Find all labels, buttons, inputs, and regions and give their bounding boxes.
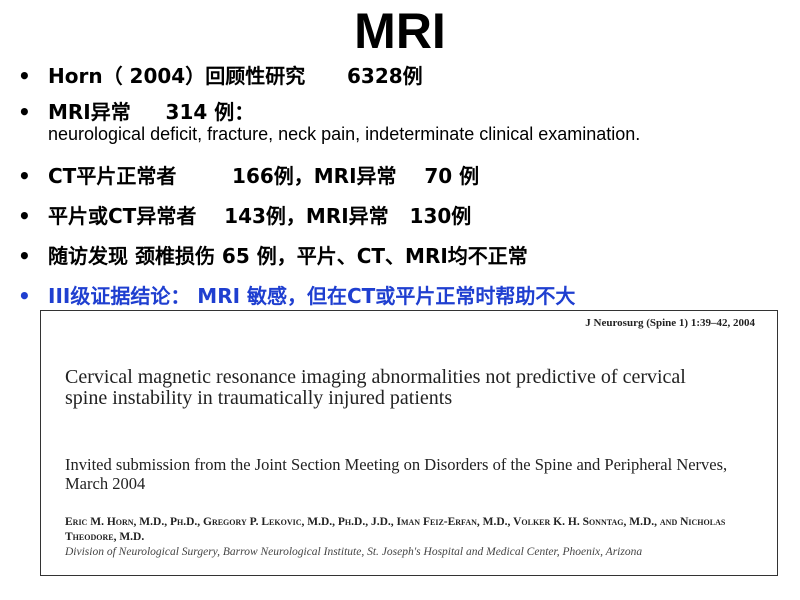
paper-excerpt-image: J Neurosurg (Spine 1) 1:39–42, 2004 Cerv… — [40, 310, 778, 576]
paper-subtitle: Invited submission from the Joint Sectio… — [65, 455, 728, 493]
bullet-text: MRI异常 314 例： — [48, 100, 255, 124]
bullet-text: Horn（ 2004）回顾性研究 6328例 — [48, 64, 423, 88]
bullet-2-detail: neurological deficit, fracture, neck pai… — [48, 124, 641, 144]
paper-citation: J Neurosurg (Spine 1) 1:39–42, 2004 — [585, 317, 755, 329]
slide-title: MRI — [354, 3, 446, 59]
paper-title: Cervical magnetic resonance imaging abno… — [65, 366, 686, 409]
bullet-text: III级证据结论： MRI 敏感，但在CT或平片正常时帮助不大 — [48, 284, 576, 308]
paper-authors: Eric M. Horn, M.D., Ph.D., Gregory P. Le… — [65, 516, 726, 543]
bullet-text: CT平片正常者 166例，MRI异常 70 例 — [48, 164, 480, 188]
bullet-text: 平片或CT异常者 143例，MRI异常 130例 — [48, 204, 472, 228]
bullet-text: 随访发现 颈椎损伤 65 例，平片、CT、MRI均不正常 — [48, 244, 528, 268]
bullet-6-conclusion: • III级证据结论： MRI 敏感，但在CT或平片正常时帮助不大 — [18, 284, 576, 308]
bullet-1: • Horn（ 2004）回顾性研究 6328例 — [18, 64, 423, 88]
bullet-2: • MRI异常 314 例： — [18, 100, 255, 124]
bullet-3: • CT平片正常者 166例，MRI异常 70 例 — [18, 164, 480, 188]
bullet-4: • 平片或CT异常者 143例，MRI异常 130例 — [18, 204, 472, 228]
paper-affiliation: Division of Neurological Surgery, Barrow… — [65, 546, 643, 558]
bullet-5: • 随访发现 颈椎损伤 65 例，平片、CT、MRI均不正常 — [18, 244, 528, 268]
